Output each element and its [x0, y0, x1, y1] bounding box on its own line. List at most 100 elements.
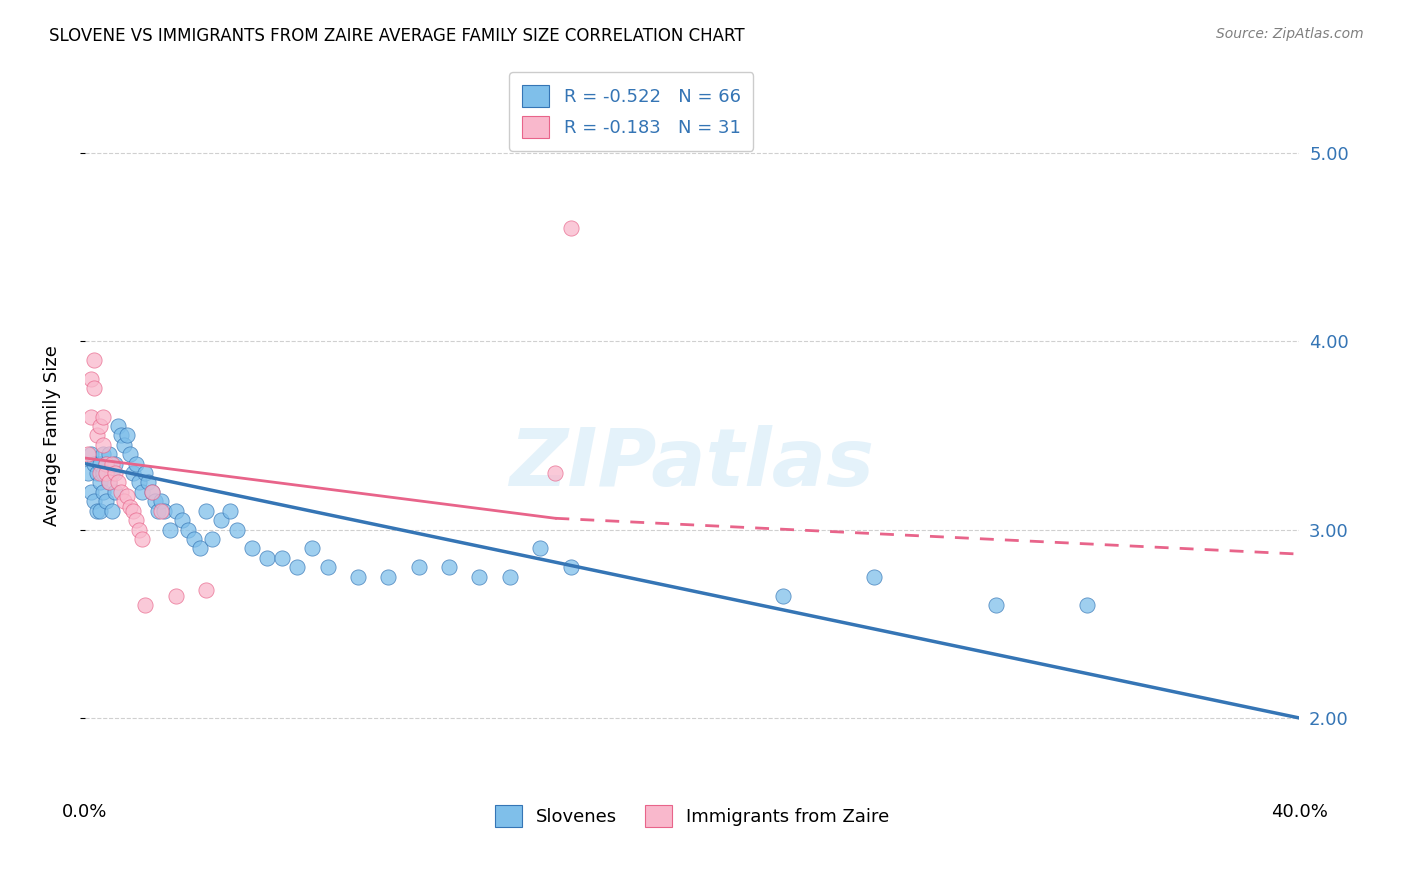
Point [89, 466, 111, 480]
Point [94, 457, 117, 471]
Point [146, 504, 169, 518]
Point [89, 419, 111, 434]
Text: SLOVENE VS IMMIGRANTS FROM ZAIRE AVERAGE FAMILY SIZE CORRELATION CHART: SLOVENE VS IMMIGRANTS FROM ZAIRE AVERAGE… [49, 27, 745, 45]
Point [80, 372, 103, 386]
Point [772, 589, 794, 603]
Point [529, 541, 551, 556]
Point [437, 560, 460, 574]
Point [104, 457, 127, 471]
Point [301, 541, 323, 556]
Point [94, 494, 117, 508]
Point [134, 466, 156, 480]
Point [91, 438, 114, 452]
Point [149, 494, 172, 508]
Point [984, 598, 1007, 612]
Point [159, 523, 181, 537]
Point [219, 504, 242, 518]
Point [134, 598, 156, 612]
Point [115, 428, 138, 442]
Point [104, 484, 127, 499]
Point [115, 489, 138, 503]
Point [177, 523, 200, 537]
Point [91, 447, 114, 461]
Point [89, 457, 111, 471]
Point [86, 504, 108, 518]
Point [195, 504, 218, 518]
Point [80, 447, 103, 461]
Point [188, 541, 211, 556]
Point [80, 484, 103, 499]
Point [544, 466, 567, 480]
Point [560, 221, 582, 235]
Point [83, 494, 105, 508]
Point [560, 560, 582, 574]
Point [863, 570, 886, 584]
Point [76, 447, 98, 461]
Point [98, 475, 121, 490]
Point [91, 484, 114, 499]
Legend: Slovenes, Immigrants from Zaire: Slovenes, Immigrants from Zaire [488, 798, 897, 834]
Point [94, 466, 117, 480]
Text: Source: ZipAtlas.com: Source: ZipAtlas.com [1216, 27, 1364, 41]
Point [131, 532, 153, 546]
Point [152, 504, 174, 518]
Point [138, 475, 160, 490]
Point [285, 560, 308, 574]
Point [83, 353, 105, 368]
Point [201, 532, 224, 546]
Point [225, 523, 247, 537]
Point [94, 457, 117, 471]
Point [107, 475, 129, 490]
Point [125, 457, 148, 471]
Point [107, 419, 129, 434]
Point [101, 466, 124, 480]
Text: ZIPatlas: ZIPatlas [509, 425, 875, 503]
Point [143, 494, 166, 508]
Point [377, 570, 399, 584]
Point [141, 484, 163, 499]
Point [91, 466, 114, 480]
Point [271, 550, 294, 565]
Point [86, 428, 108, 442]
Point [110, 484, 132, 499]
Point [83, 381, 105, 395]
Point [98, 447, 121, 461]
Point [408, 560, 430, 574]
Point [195, 582, 218, 597]
Point [80, 409, 103, 424]
Point [131, 484, 153, 499]
Point [170, 513, 193, 527]
Point [86, 466, 108, 480]
Point [165, 589, 187, 603]
Point [110, 428, 132, 442]
Point [76, 466, 98, 480]
Point [89, 504, 111, 518]
Point [316, 560, 339, 574]
Point [128, 523, 150, 537]
Point [1076, 598, 1098, 612]
Point [141, 484, 163, 499]
Point [165, 504, 187, 518]
Point [125, 513, 148, 527]
Point [89, 475, 111, 490]
Point [91, 409, 114, 424]
Point [347, 570, 370, 584]
Point [112, 438, 135, 452]
Y-axis label: Average Family Size: Average Family Size [44, 345, 60, 525]
Point [128, 475, 150, 490]
Point [209, 513, 232, 527]
Point [112, 494, 135, 508]
Point [183, 532, 205, 546]
Point [122, 466, 145, 480]
Point [149, 504, 172, 518]
Point [101, 457, 124, 471]
Point [256, 550, 278, 565]
Point [499, 570, 522, 584]
Point [101, 504, 124, 518]
Point [122, 504, 145, 518]
Point [120, 500, 142, 514]
Point [240, 541, 263, 556]
Point [83, 457, 105, 471]
Point [98, 475, 121, 490]
Point [104, 466, 127, 480]
